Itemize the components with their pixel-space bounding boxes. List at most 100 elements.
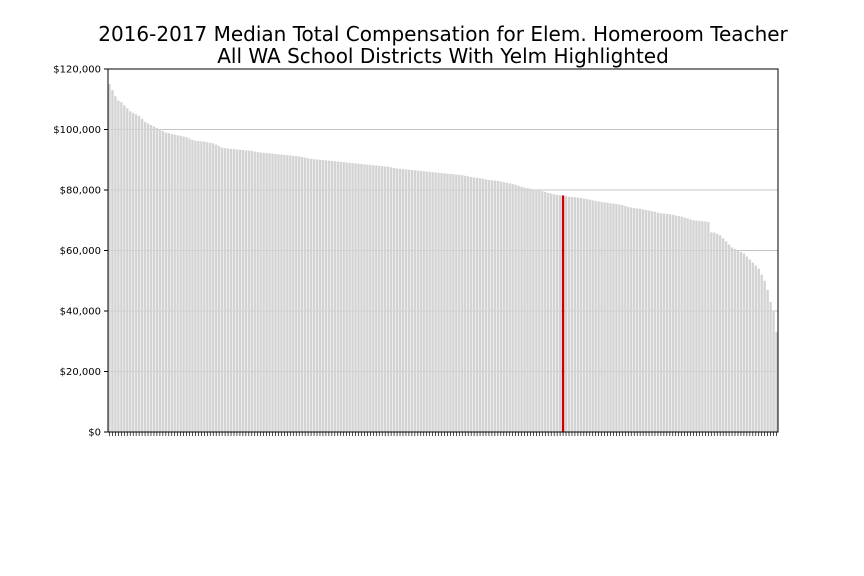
bar [570, 196, 574, 432]
bar [437, 172, 440, 432]
bar [363, 164, 366, 432]
bar [137, 115, 141, 432]
bar [478, 178, 482, 432]
bar [283, 154, 286, 432]
y-axis: $0 $20,000 $40,000 $60,000 $80,000 $100,000 $1… [53, 65, 108, 439]
bar [538, 190, 541, 432]
bar [555, 194, 559, 432]
bar [736, 250, 740, 432]
bar [707, 222, 710, 432]
bar [212, 143, 215, 433]
bar [674, 215, 677, 432]
bar [721, 238, 725, 432]
bar [579, 197, 583, 432]
bar [618, 204, 621, 432]
bar [606, 202, 609, 432]
bar [638, 208, 642, 432]
bar [496, 180, 500, 432]
bar [745, 256, 749, 432]
bar [372, 165, 375, 432]
bar [280, 154, 283, 433]
bar [134, 114, 138, 432]
bar [532, 189, 535, 432]
bar [384, 166, 387, 432]
bar [179, 135, 182, 433]
bar [422, 171, 425, 432]
bar [742, 253, 746, 432]
bar [615, 203, 618, 432]
bar [650, 211, 654, 432]
bar [158, 129, 162, 432]
bar [695, 220, 698, 432]
bar [730, 247, 734, 432]
bar [321, 160, 325, 433]
bar [271, 153, 274, 432]
bar [182, 136, 185, 432]
bar [176, 135, 179, 432]
bar [647, 210, 651, 432]
bar [597, 201, 600, 432]
bar [342, 162, 345, 433]
bar [464, 175, 467, 432]
bar [152, 126, 156, 432]
bar [167, 133, 170, 432]
bar [238, 149, 242, 432]
bar [671, 214, 674, 432]
bar [665, 213, 669, 432]
bar [455, 174, 458, 432]
y-tick-label: $80,000 [60, 186, 101, 197]
bar [259, 152, 262, 433]
bar [164, 132, 167, 432]
bar [748, 259, 752, 432]
bar [413, 170, 417, 432]
bar [191, 139, 194, 432]
bar [713, 232, 716, 432]
bar [277, 154, 280, 432]
bar [265, 153, 268, 432]
bar [250, 150, 253, 433]
bar [404, 169, 408, 432]
bar [644, 209, 648, 432]
bar [600, 202, 603, 432]
bar [526, 188, 529, 432]
bar [552, 194, 556, 432]
bar [327, 160, 331, 432]
bar [677, 216, 680, 432]
bar [710, 232, 713, 432]
bar [440, 173, 443, 432]
y-tick-label: $60,000 [60, 246, 101, 257]
bar [461, 175, 464, 433]
bar [161, 131, 165, 432]
bar [416, 170, 419, 432]
y-tick-label: $20,000 [60, 367, 101, 378]
bar [140, 118, 144, 432]
bar [775, 332, 778, 432]
bar [229, 148, 233, 433]
bar [490, 180, 494, 432]
bar [573, 197, 577, 432]
x-axis-ticks [109, 432, 777, 436]
bar [289, 155, 292, 432]
bar [223, 148, 227, 432]
bar [760, 274, 763, 432]
bar [203, 141, 206, 432]
bar [226, 148, 230, 432]
bar [129, 111, 132, 432]
bar [541, 191, 544, 432]
bar [351, 163, 354, 432]
bar [668, 214, 671, 432]
bar [505, 182, 508, 432]
bar [772, 311, 775, 432]
bar [336, 161, 339, 432]
bar [333, 161, 336, 432]
bar [523, 187, 526, 432]
bar [766, 289, 769, 432]
bar [443, 173, 446, 433]
bar [120, 102, 123, 433]
bar [306, 158, 310, 433]
bar [484, 179, 488, 432]
y-tick-label: $0 [88, 428, 101, 439]
bar [567, 196, 571, 432]
bar [544, 191, 547, 432]
bar [410, 170, 414, 432]
